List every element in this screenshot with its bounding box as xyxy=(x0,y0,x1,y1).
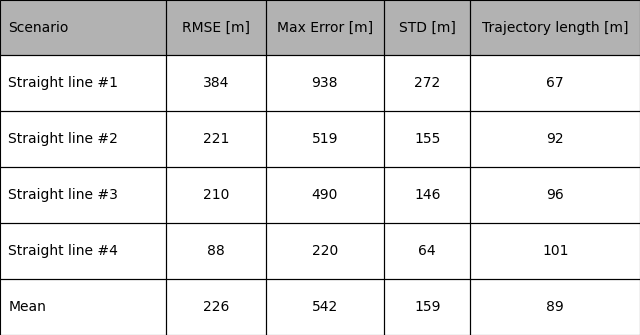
Bar xyxy=(0,0,166,55)
Bar xyxy=(0,111,166,167)
Bar xyxy=(166,55,266,111)
Bar xyxy=(266,55,384,111)
Text: 96: 96 xyxy=(547,188,564,202)
Text: Mean: Mean xyxy=(8,300,46,314)
Bar xyxy=(166,111,266,167)
Bar xyxy=(470,167,640,223)
Text: 221: 221 xyxy=(203,132,229,146)
Text: 101: 101 xyxy=(542,244,568,258)
Text: STD [m]: STD [m] xyxy=(399,21,456,35)
Text: 490: 490 xyxy=(312,188,338,202)
Text: 146: 146 xyxy=(414,188,440,202)
Bar xyxy=(384,223,470,279)
Bar xyxy=(384,279,470,335)
Text: Straight line #1: Straight line #1 xyxy=(8,76,118,90)
Bar xyxy=(166,279,266,335)
Bar xyxy=(470,55,640,111)
Text: RMSE [m]: RMSE [m] xyxy=(182,21,250,35)
Text: 64: 64 xyxy=(419,244,436,258)
Bar xyxy=(266,0,384,55)
Bar xyxy=(166,223,266,279)
Bar xyxy=(470,279,640,335)
Text: 272: 272 xyxy=(414,76,440,90)
Bar xyxy=(470,0,640,55)
Bar xyxy=(166,167,266,223)
Bar xyxy=(166,0,266,55)
Bar xyxy=(470,167,640,223)
Text: 67: 67 xyxy=(547,76,564,90)
Bar xyxy=(0,167,166,223)
Bar xyxy=(0,55,166,111)
Text: Trajectory length [m]: Trajectory length [m] xyxy=(482,21,628,35)
Bar xyxy=(470,223,640,279)
Bar xyxy=(384,111,470,167)
Text: 519: 519 xyxy=(312,132,338,146)
Bar xyxy=(166,167,266,223)
Bar xyxy=(266,111,384,167)
Bar xyxy=(266,167,384,223)
Text: Straight line #3: Straight line #3 xyxy=(8,188,118,202)
Text: Straight line #4: Straight line #4 xyxy=(8,244,118,258)
Bar xyxy=(384,55,470,111)
Bar xyxy=(166,279,266,335)
Bar xyxy=(166,111,266,167)
Bar xyxy=(384,0,470,55)
Bar xyxy=(470,55,640,111)
Bar xyxy=(0,0,166,55)
Text: Scenario: Scenario xyxy=(8,21,68,35)
Bar xyxy=(0,223,166,279)
Bar xyxy=(0,167,166,223)
Bar xyxy=(470,223,640,279)
Bar xyxy=(266,55,384,111)
Text: 210: 210 xyxy=(203,188,229,202)
Bar xyxy=(266,223,384,279)
Text: Straight line #2: Straight line #2 xyxy=(8,132,118,146)
Text: 938: 938 xyxy=(312,76,338,90)
Text: 89: 89 xyxy=(547,300,564,314)
Bar xyxy=(384,0,470,55)
Bar xyxy=(384,279,470,335)
Bar xyxy=(266,0,384,55)
Text: 88: 88 xyxy=(207,244,225,258)
Bar xyxy=(470,111,640,167)
Bar xyxy=(470,0,640,55)
Bar xyxy=(266,223,384,279)
Bar xyxy=(470,111,640,167)
Bar xyxy=(384,167,470,223)
Text: 226: 226 xyxy=(203,300,229,314)
Bar xyxy=(470,279,640,335)
Bar xyxy=(0,279,166,335)
Bar xyxy=(384,223,470,279)
Bar xyxy=(0,55,166,111)
Text: 220: 220 xyxy=(312,244,338,258)
Bar xyxy=(266,279,384,335)
Bar xyxy=(384,55,470,111)
Bar xyxy=(384,111,470,167)
Text: 92: 92 xyxy=(547,132,564,146)
Bar xyxy=(266,111,384,167)
Bar xyxy=(166,0,266,55)
Bar xyxy=(384,167,470,223)
Bar xyxy=(0,111,166,167)
Text: 384: 384 xyxy=(203,76,229,90)
Bar xyxy=(266,167,384,223)
Bar xyxy=(166,55,266,111)
Bar xyxy=(0,279,166,335)
Bar xyxy=(0,223,166,279)
Bar xyxy=(166,223,266,279)
Text: 155: 155 xyxy=(414,132,440,146)
Text: Max Error [m]: Max Error [m] xyxy=(276,21,373,35)
Bar xyxy=(266,279,384,335)
Text: 159: 159 xyxy=(414,300,440,314)
Text: 542: 542 xyxy=(312,300,338,314)
